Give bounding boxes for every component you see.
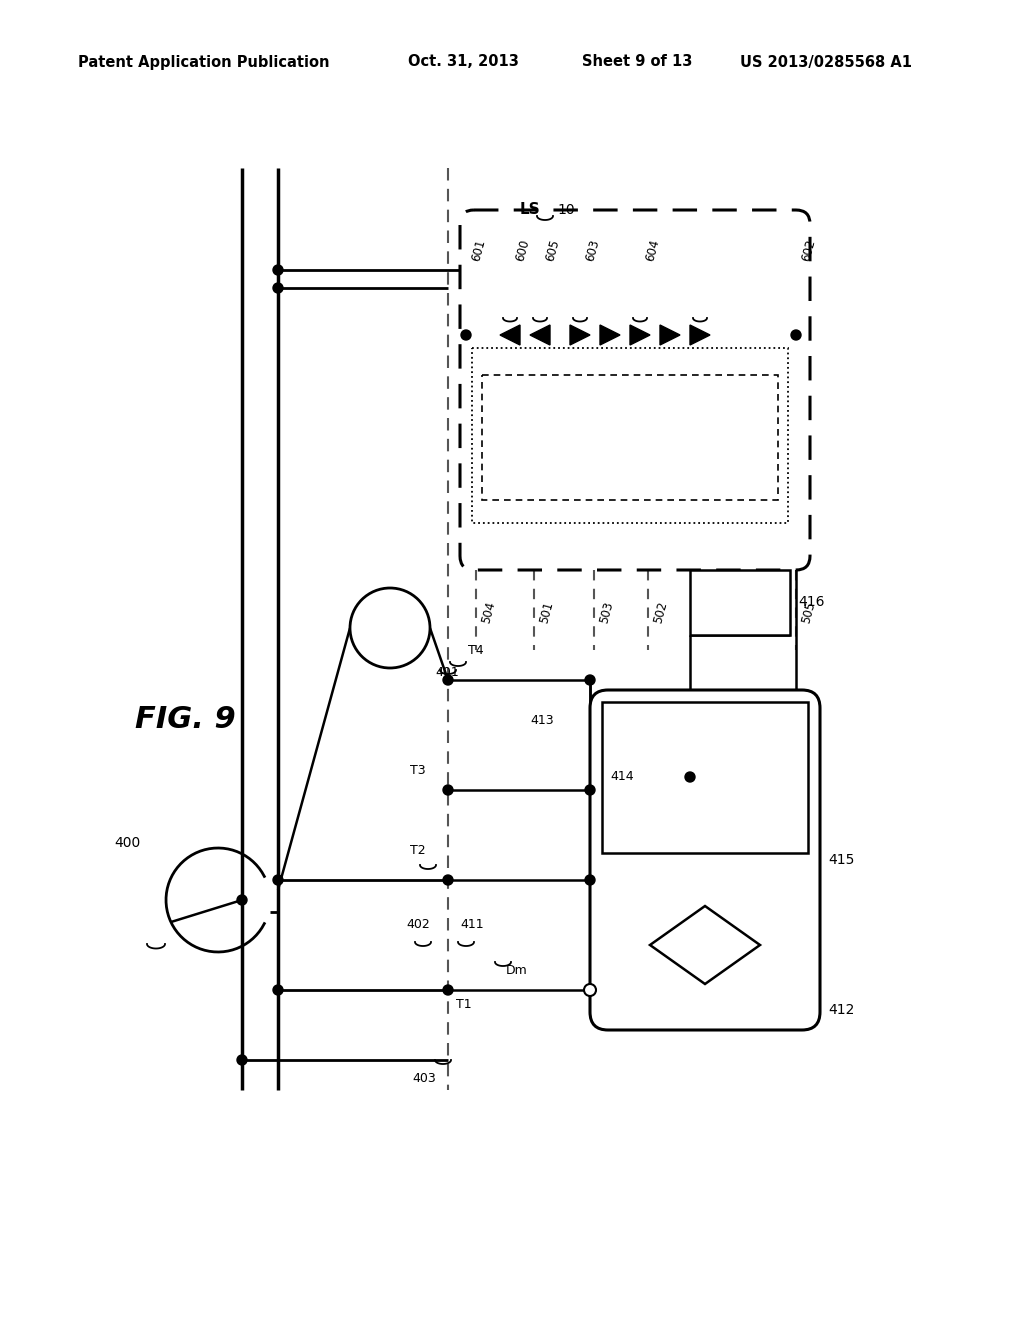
Text: 502: 502 (651, 601, 670, 624)
Bar (690, 570, 790, 635)
Text: LS: LS (520, 202, 541, 218)
Circle shape (461, 330, 471, 341)
Text: Patent Application Publication: Patent Application Publication (78, 54, 330, 70)
Bar (482, 375, 778, 500)
Text: Oct. 31, 2013: Oct. 31, 2013 (408, 54, 519, 70)
Text: T4: T4 (468, 644, 483, 656)
Circle shape (791, 330, 801, 341)
Text: 413: 413 (530, 714, 554, 726)
Text: 415: 415 (828, 853, 854, 867)
Text: 412: 412 (828, 1003, 854, 1016)
Circle shape (443, 985, 453, 995)
Polygon shape (630, 325, 650, 345)
Polygon shape (500, 325, 520, 345)
Circle shape (585, 785, 595, 795)
Text: 416: 416 (798, 595, 824, 609)
Bar (602, 702, 808, 853)
FancyBboxPatch shape (590, 690, 820, 1030)
Text: FIG. 9: FIG. 9 (135, 705, 236, 734)
Text: 401: 401 (435, 667, 459, 680)
Circle shape (273, 282, 283, 293)
Text: 10: 10 (557, 203, 574, 216)
Text: 411: 411 (460, 919, 483, 932)
Circle shape (685, 772, 695, 781)
Text: 505: 505 (799, 601, 817, 624)
Circle shape (585, 675, 595, 685)
FancyBboxPatch shape (460, 210, 810, 570)
Text: 504: 504 (479, 601, 498, 624)
Circle shape (443, 675, 453, 685)
Text: T1: T1 (456, 998, 472, 1011)
Text: T3: T3 (410, 763, 426, 776)
Text: 503: 503 (597, 601, 615, 624)
Text: 403: 403 (413, 1072, 436, 1085)
Text: T2: T2 (410, 843, 426, 857)
Circle shape (237, 1055, 247, 1065)
Text: 602: 602 (799, 238, 817, 263)
Polygon shape (570, 325, 590, 345)
Text: Dm: Dm (506, 964, 527, 977)
Polygon shape (600, 325, 620, 345)
Text: 414: 414 (610, 771, 634, 784)
Polygon shape (690, 325, 710, 345)
Circle shape (273, 875, 283, 884)
Text: 600: 600 (513, 238, 531, 263)
Text: 601: 601 (469, 238, 487, 263)
Text: 402: 402 (406, 919, 430, 932)
Text: 501: 501 (537, 601, 555, 624)
Polygon shape (530, 325, 550, 345)
Text: 605: 605 (543, 238, 561, 263)
Circle shape (273, 265, 283, 275)
Circle shape (584, 983, 596, 997)
Circle shape (443, 785, 453, 795)
Bar (472, 348, 788, 523)
Text: 604: 604 (643, 238, 662, 263)
Polygon shape (650, 906, 760, 983)
Text: 603: 603 (583, 238, 601, 263)
Text: US 2013/0285568 A1: US 2013/0285568 A1 (740, 54, 912, 70)
Circle shape (585, 875, 595, 884)
Text: Sheet 9 of 13: Sheet 9 of 13 (582, 54, 692, 70)
Text: 400: 400 (115, 836, 141, 850)
Polygon shape (660, 325, 680, 345)
Circle shape (443, 875, 453, 884)
Circle shape (237, 895, 247, 906)
Circle shape (273, 985, 283, 995)
Circle shape (350, 587, 430, 668)
